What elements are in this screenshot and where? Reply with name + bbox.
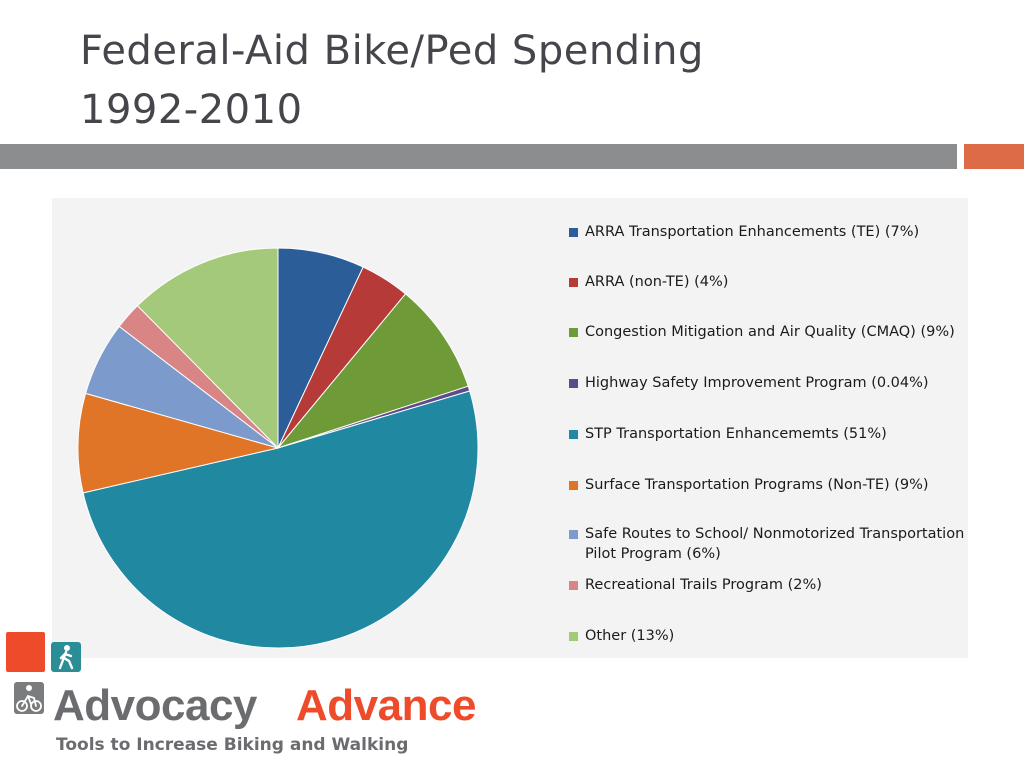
legend-swatch xyxy=(569,632,578,641)
legend-label: STP Transportation Enhancememts (51%) xyxy=(585,426,887,442)
legend-swatch xyxy=(569,430,578,439)
legend-label: ARRA (non-TE) (4%) xyxy=(585,274,729,290)
legend-label: Other (13%) xyxy=(585,628,675,644)
legend-item-1: ARRA Transportation Enhancements (TE) (7… xyxy=(569,222,965,242)
logo-tagline: Tools to Increase Biking and Walking xyxy=(56,735,409,755)
pie-slice-6 xyxy=(77,392,279,494)
legend-label: Recreational Trails Program (2%) xyxy=(585,577,822,593)
pie-slice-9 xyxy=(136,247,279,450)
legend-label: Safe Routes to School/ Nonmotorized Tran… xyxy=(585,526,965,562)
logo-wordmark-advocacy: Advocacy xyxy=(53,681,257,730)
legend-item-7: Safe Routes to School/ Nonmotorized Tran… xyxy=(569,524,965,564)
legend-label: Highway Safety Improvement Program (0.04… xyxy=(585,375,929,391)
legend-item-3: Congestion Mitigation and Air Quality (C… xyxy=(569,322,965,342)
slide-title-line-1: Federal-Aid Bike/Ped Spending xyxy=(80,28,704,74)
title-divider-accent xyxy=(964,144,1024,169)
legend-item-9: Other (13%) xyxy=(569,626,965,646)
logo-red-square xyxy=(6,632,45,672)
legend-swatch xyxy=(569,481,578,490)
pie-slice-5 xyxy=(82,390,479,649)
legend-item-5: STP Transportation Enhancememts (51%) xyxy=(569,424,965,444)
slide-title: Federal-Aid Bike/Ped Spending 1992-2010 xyxy=(80,22,704,140)
legend-label: ARRA Transportation Enhancements (TE) (7… xyxy=(585,224,920,240)
bicycle-icon xyxy=(14,682,44,714)
title-divider-bar xyxy=(0,144,957,169)
legend-item-8: Recreational Trails Program (2%) xyxy=(569,575,965,595)
logo-wordmark-advance: Advance xyxy=(296,681,476,730)
legend-swatch xyxy=(569,228,578,237)
legend-item-4: Highway Safety Improvement Program (0.04… xyxy=(569,373,965,393)
legend-item-2: ARRA (non-TE) (4%) xyxy=(569,272,965,292)
pedestrian-icon xyxy=(51,642,81,672)
pie-slice-3 xyxy=(276,293,469,450)
legend-swatch xyxy=(569,278,578,287)
legend-swatch xyxy=(569,328,578,337)
legend-swatch xyxy=(569,530,578,539)
advocacy-advance-logo: Advocacy Advance Tools to Increase Bikin… xyxy=(6,632,526,762)
legend-label: Congestion Mitigation and Air Quality (C… xyxy=(585,324,955,340)
legend-item-6: Surface Transportation Programs (Non-TE)… xyxy=(569,475,965,495)
slide-title-line-2: 1992-2010 xyxy=(80,87,303,133)
legend-label: Surface Transportation Programs (Non-TE)… xyxy=(585,477,929,493)
legend-swatch xyxy=(569,379,578,388)
legend-swatch xyxy=(569,581,578,590)
